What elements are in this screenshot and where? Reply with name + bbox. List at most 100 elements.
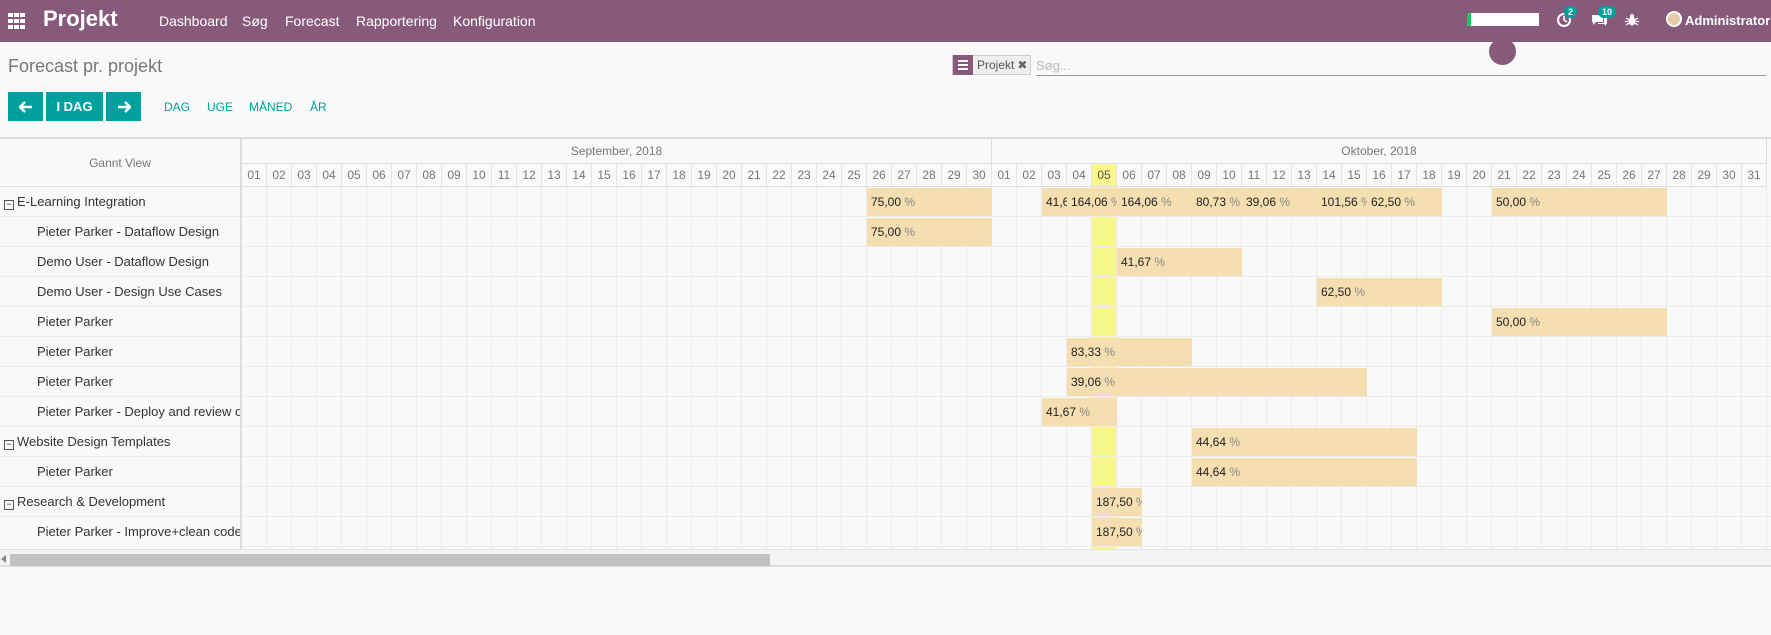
task-row-label[interactable]: Pieter Parker - Deploy and review o [0, 397, 240, 427]
menu-configuration[interactable]: Konfiguration [453, 13, 536, 29]
forecast-bar[interactable]: 41,67 % [1117, 248, 1242, 276]
today-button[interactable]: I DAG [46, 92, 103, 121]
forecast-bar[interactable]: 41,67 % [1042, 188, 1067, 216]
previous-button[interactable] [8, 92, 43, 121]
task-row-label[interactable]: Pieter Parker [0, 307, 240, 337]
day-header: 06 [367, 164, 392, 187]
forecast-bar[interactable]: 164,06 % [1117, 188, 1192, 216]
grid-column [1742, 187, 1767, 549]
bar-value: 62,50 [1371, 195, 1402, 209]
bar-value: 101,56 [1321, 195, 1358, 209]
forecast-bar[interactable]: 44,64 % [1192, 458, 1417, 486]
task-row-label[interactable]: Pieter Parker [0, 367, 240, 397]
messages-icon[interactable]: 10 [1590, 6, 1617, 28]
bug-icon[interactable] [1624, 12, 1640, 28]
day-header: 21 [742, 164, 767, 187]
user-name[interactable]: Administrator ( [1685, 13, 1771, 28]
grid-column [667, 187, 692, 549]
forecast-bar[interactable]: 80,73 % [1192, 188, 1242, 216]
forecast-bar[interactable]: 101,56 % [1317, 188, 1367, 216]
day-header: 02 [267, 164, 292, 187]
grid-column [1417, 187, 1442, 549]
bar-value: 80,73 [1196, 195, 1227, 209]
day-header: 18 [1417, 164, 1442, 187]
day-header: 17 [642, 164, 667, 187]
app-brand[interactable]: Projekt [43, 6, 118, 31]
row-label-text: Demo User - Dataflow Design [37, 254, 209, 269]
row-label-text: Research & Development [17, 494, 166, 509]
task-row-label[interactable]: Pieter Parker [0, 337, 240, 367]
bar-value: 75,00 [871, 195, 902, 209]
forecast-bar[interactable]: 83,33 % [1067, 338, 1192, 366]
scale-day[interactable]: DAG [164, 100, 191, 114]
menu-forecast[interactable]: Forecast [285, 13, 340, 29]
forecast-bar[interactable]: 62,50 % [1317, 278, 1442, 306]
forecast-bar[interactable]: 39,06 % [1242, 188, 1317, 216]
horizontal-scrollbar[interactable] [0, 549, 1771, 567]
scale-week[interactable]: UGE [207, 100, 234, 114]
grid-column [1517, 187, 1542, 549]
day-header: 11 [1242, 164, 1267, 187]
grid-column [342, 187, 367, 549]
menu-dashboard[interactable]: Dashboard [159, 13, 228, 29]
day-header: 04 [1067, 164, 1092, 187]
forecast-bar[interactable]: 50,00 % [1492, 308, 1667, 336]
gantt-timeline: September, 2018 Oktober, 2018 01 02 03 04 05 06… [242, 139, 1771, 549]
percent-sign: % [1229, 465, 1241, 479]
collapse-toggle-icon[interactable]: − [4, 500, 14, 510]
row-label-text: E-Learning Integration [17, 194, 146, 209]
menu-search[interactable]: Søg [242, 13, 268, 29]
day-header: 07 [1142, 164, 1167, 187]
next-button[interactable] [106, 92, 141, 121]
task-row-label[interactable]: Pieter Parker - Dataflow Design [0, 217, 240, 247]
day-header: 28 [1667, 164, 1692, 187]
apps-grid-icon[interactable] [8, 13, 26, 29]
day-header: 10 [467, 164, 492, 187]
bar-value: 50,00 [1496, 195, 1527, 209]
project-group-row[interactable]: − Research & Development [0, 487, 240, 517]
forecast-bar[interactable]: 44,64 % [1192, 428, 1417, 456]
grid-column [1017, 187, 1042, 549]
grid-column [617, 187, 642, 549]
task-row-label[interactable]: Pieter Parker [0, 457, 240, 487]
forecast-bar[interactable]: 62,50 % [1367, 188, 1442, 216]
forecast-bar[interactable]: 187,50 % [1092, 518, 1142, 546]
menu-reporting[interactable]: Rapportering [356, 13, 437, 29]
task-row-label[interactable]: Demo User - Dataflow Design [0, 247, 240, 277]
grid-column [1617, 187, 1642, 549]
scroll-left-arrow-icon[interactable] [1, 555, 6, 563]
arrow-left-icon [18, 100, 32, 113]
scrollbar-thumb[interactable] [10, 554, 770, 566]
collapse-toggle-icon[interactable]: − [4, 440, 14, 450]
project-group-row[interactable]: − E-Learning Integration [0, 187, 240, 217]
grid-row [242, 517, 1771, 547]
grid-column [492, 187, 517, 549]
task-row-label[interactable]: Pieter Parker - Improve+clean code [0, 517, 240, 547]
forecast-bar[interactable]: 75,00 % [867, 218, 992, 246]
day-header: 25 [1592, 164, 1617, 187]
collapse-toggle-icon[interactable]: − [4, 200, 14, 210]
day-header: 06 [1117, 164, 1142, 187]
scale-month[interactable]: MÅNED [249, 100, 293, 114]
forecast-bar[interactable]: 50,00 % [1492, 188, 1667, 216]
forecast-bar[interactable]: 75,00 % [867, 188, 992, 216]
grid-row [242, 397, 1771, 427]
grid-column [917, 187, 942, 549]
gantt-row-labels: Gannt View − E-Learning Integration Pieter… [0, 139, 242, 549]
percent-sign: % [1104, 345, 1116, 359]
facet-remove-icon[interactable]: ✖ [1017, 58, 1028, 72]
forecast-bar[interactable]: 187,50 % [1092, 488, 1142, 516]
forecast-bar[interactable]: 41,67 % [1042, 398, 1117, 426]
user-avatar[interactable] [1666, 11, 1682, 27]
task-row-label[interactable]: Demo User - Design Use Cases [0, 277, 240, 307]
scale-year[interactable]: ÅR [310, 100, 327, 114]
project-group-row[interactable]: − Website Design Templates [0, 427, 240, 457]
search-input[interactable] [1036, 56, 1766, 76]
percent-sign: % [1104, 375, 1116, 389]
search-facet[interactable]: Projekt ✖ [952, 55, 1032, 75]
grid-column [942, 187, 967, 549]
activity-clock-icon[interactable]: 2 [1556, 6, 1578, 28]
forecast-bar[interactable]: 39,06 % [1067, 368, 1367, 396]
day-header: 25 [842, 164, 867, 187]
forecast-bar[interactable]: 164,06 % [1067, 188, 1117, 216]
